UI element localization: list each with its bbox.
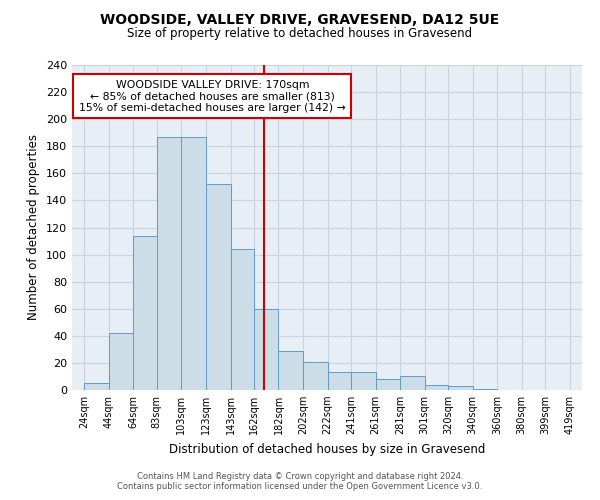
Bar	[254, 308, 278, 390]
Bar	[351, 372, 376, 390]
Text: WOODSIDE, VALLEY DRIVE, GRAVESEND, DA12 5UE: WOODSIDE, VALLEY DRIVE, GRAVESEND, DA12 …	[100, 12, 500, 26]
Bar	[206, 184, 230, 390]
Bar	[425, 384, 448, 390]
Text: WOODSIDE VALLEY DRIVE: 170sqm
← 85% of detached houses are smaller (813)
15% of : WOODSIDE VALLEY DRIVE: 170sqm ← 85% of d…	[79, 80, 346, 113]
Text: Contains public sector information licensed under the Open Government Licence v3: Contains public sector information licen…	[118, 482, 482, 491]
Bar	[84, 383, 109, 390]
Bar	[473, 388, 497, 390]
Bar	[109, 333, 133, 390]
Bar	[157, 137, 181, 390]
Bar	[181, 137, 206, 390]
Bar	[400, 376, 425, 390]
Bar	[448, 386, 473, 390]
X-axis label: Distribution of detached houses by size in Gravesend: Distribution of detached houses by size …	[169, 442, 485, 456]
Text: Size of property relative to detached houses in Gravesend: Size of property relative to detached ho…	[127, 28, 473, 40]
Bar	[303, 362, 328, 390]
Bar	[230, 249, 254, 390]
Bar	[133, 236, 157, 390]
Y-axis label: Number of detached properties: Number of detached properties	[28, 134, 40, 320]
Bar	[376, 379, 400, 390]
Bar	[278, 350, 303, 390]
Text: Contains HM Land Registry data © Crown copyright and database right 2024.: Contains HM Land Registry data © Crown c…	[137, 472, 463, 481]
Bar	[328, 372, 351, 390]
